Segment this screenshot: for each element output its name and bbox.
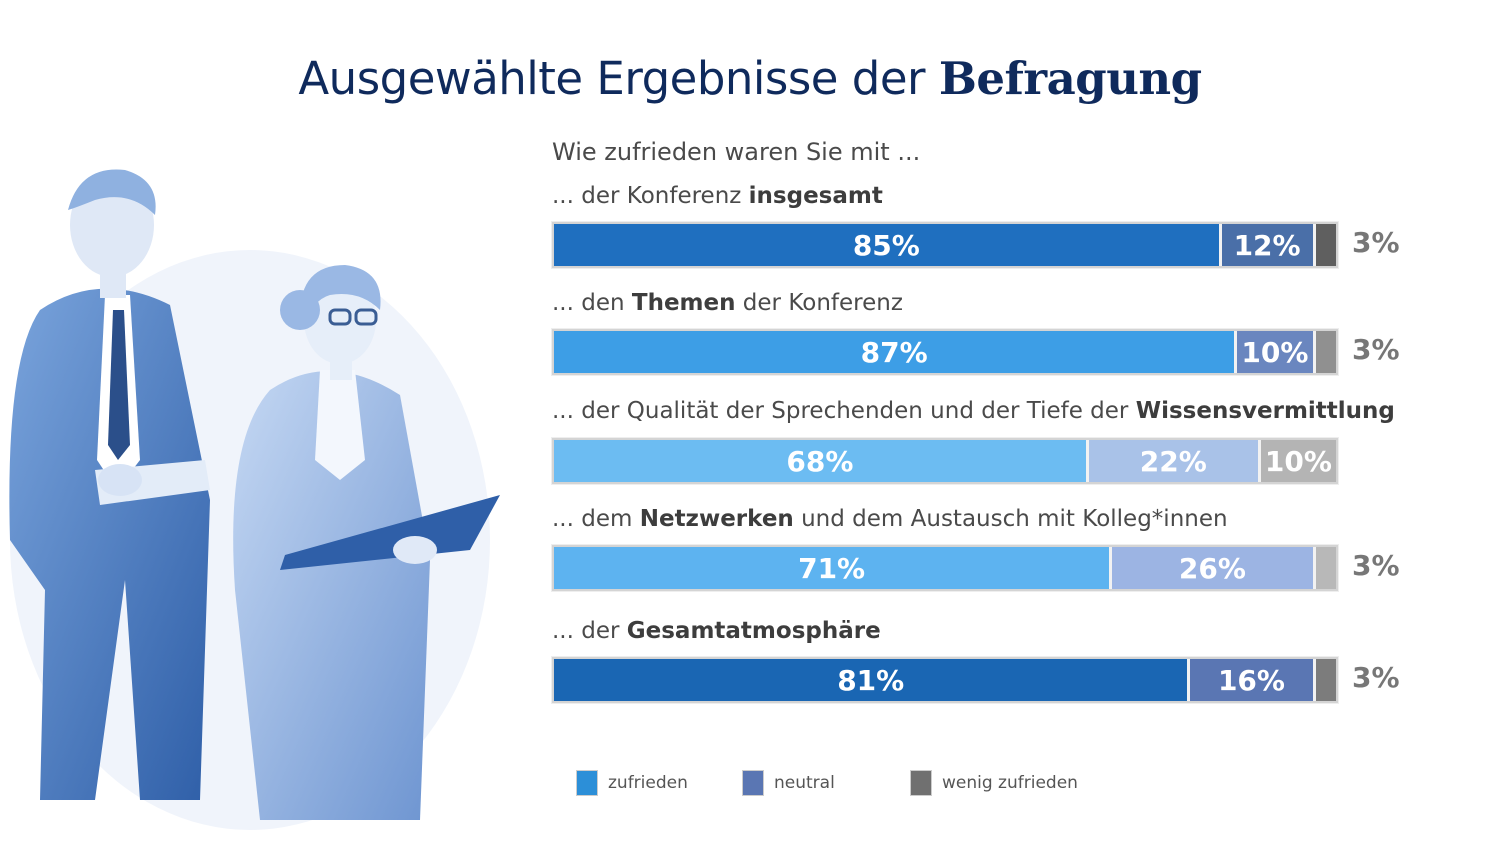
outside-value-label: 3% — [1352, 226, 1400, 259]
title-bold: Befragung — [938, 52, 1202, 105]
outside-value-label: 3% — [1352, 333, 1400, 366]
stacked-bar: 87% 10% — [552, 329, 1338, 375]
segment-zufrieden: 85% — [554, 224, 1219, 266]
stacked-bar: 68% 22% 10% — [552, 438, 1338, 484]
question-label: ... der Konferenz insgesamt — [552, 183, 883, 209]
segment-value-label: 10% — [1241, 335, 1309, 369]
chart-subtitle: Wie zufrieden waren Sie mit ... — [552, 138, 921, 166]
segment-value-label: 68% — [786, 444, 854, 478]
segment-value-label: 12% — [1233, 228, 1301, 262]
legend-label: wenig zufrieden — [942, 773, 1078, 793]
chart-title: Ausgewählte Ergebnisse der Befragung — [0, 52, 1500, 105]
legend-item-zufrieden: zufrieden — [576, 770, 688, 796]
segment-neutral: 16% — [1187, 659, 1313, 701]
segment-wenig-zufrieden: 10% — [1257, 440, 1336, 482]
segment-neutral: 10% — [1234, 331, 1313, 373]
segment-wenig-zufrieden — [1312, 331, 1336, 373]
segment-wenig-zufrieden — [1312, 547, 1336, 589]
segment-neutral: 12% — [1218, 224, 1313, 266]
legend-label: neutral — [774, 773, 835, 793]
segment-zufrieden: 68% — [554, 440, 1086, 482]
legend-swatch — [742, 770, 764, 796]
question-label: ... der Qualität der Sprechenden und der… — [552, 398, 1395, 424]
segment-value-label: 71% — [798, 551, 866, 585]
segment-value-label: 22% — [1139, 444, 1207, 478]
legend-item-wenig-zufrieden: wenig zufrieden — [910, 770, 1078, 796]
question-label: ... dem Netzwerken und dem Austausch mit… — [552, 506, 1228, 532]
segment-wenig-zufrieden — [1312, 224, 1336, 266]
legend-item-neutral: neutral — [742, 770, 835, 796]
stacked-bar: 81% 16% — [552, 657, 1338, 703]
outside-value-label: 3% — [1352, 661, 1400, 694]
segment-value-label: 87% — [860, 335, 928, 369]
segment-wenig-zufrieden — [1312, 659, 1336, 701]
segment-zufrieden: 87% — [554, 331, 1235, 373]
legend-swatch — [910, 770, 932, 796]
segment-value-label: 26% — [1178, 551, 1246, 585]
business-people-illustration — [9, 169, 500, 830]
legend-swatch — [576, 770, 598, 796]
segment-value-label: 81% — [837, 663, 905, 697]
segment-value-label: 16% — [1217, 663, 1285, 697]
segment-zufrieden: 71% — [554, 547, 1110, 589]
stacked-bar: 85% 12% — [552, 222, 1338, 268]
title-regular: Ausgewählte Ergebnisse der — [298, 52, 939, 105]
question-label: ... der Gesamtatmosphäre — [552, 618, 881, 644]
segment-neutral: 26% — [1109, 547, 1313, 589]
stacked-bar: 71% 26% — [552, 545, 1338, 591]
segment-value-label: 10% — [1264, 444, 1332, 478]
legend-label: zufrieden — [608, 773, 688, 793]
segment-zufrieden: 81% — [554, 659, 1188, 701]
segment-value-label: 85% — [852, 228, 920, 262]
question-label: ... den Themen der Konferenz — [552, 290, 903, 316]
segment-neutral: 22% — [1085, 440, 1258, 482]
outside-value-label: 3% — [1352, 549, 1400, 582]
